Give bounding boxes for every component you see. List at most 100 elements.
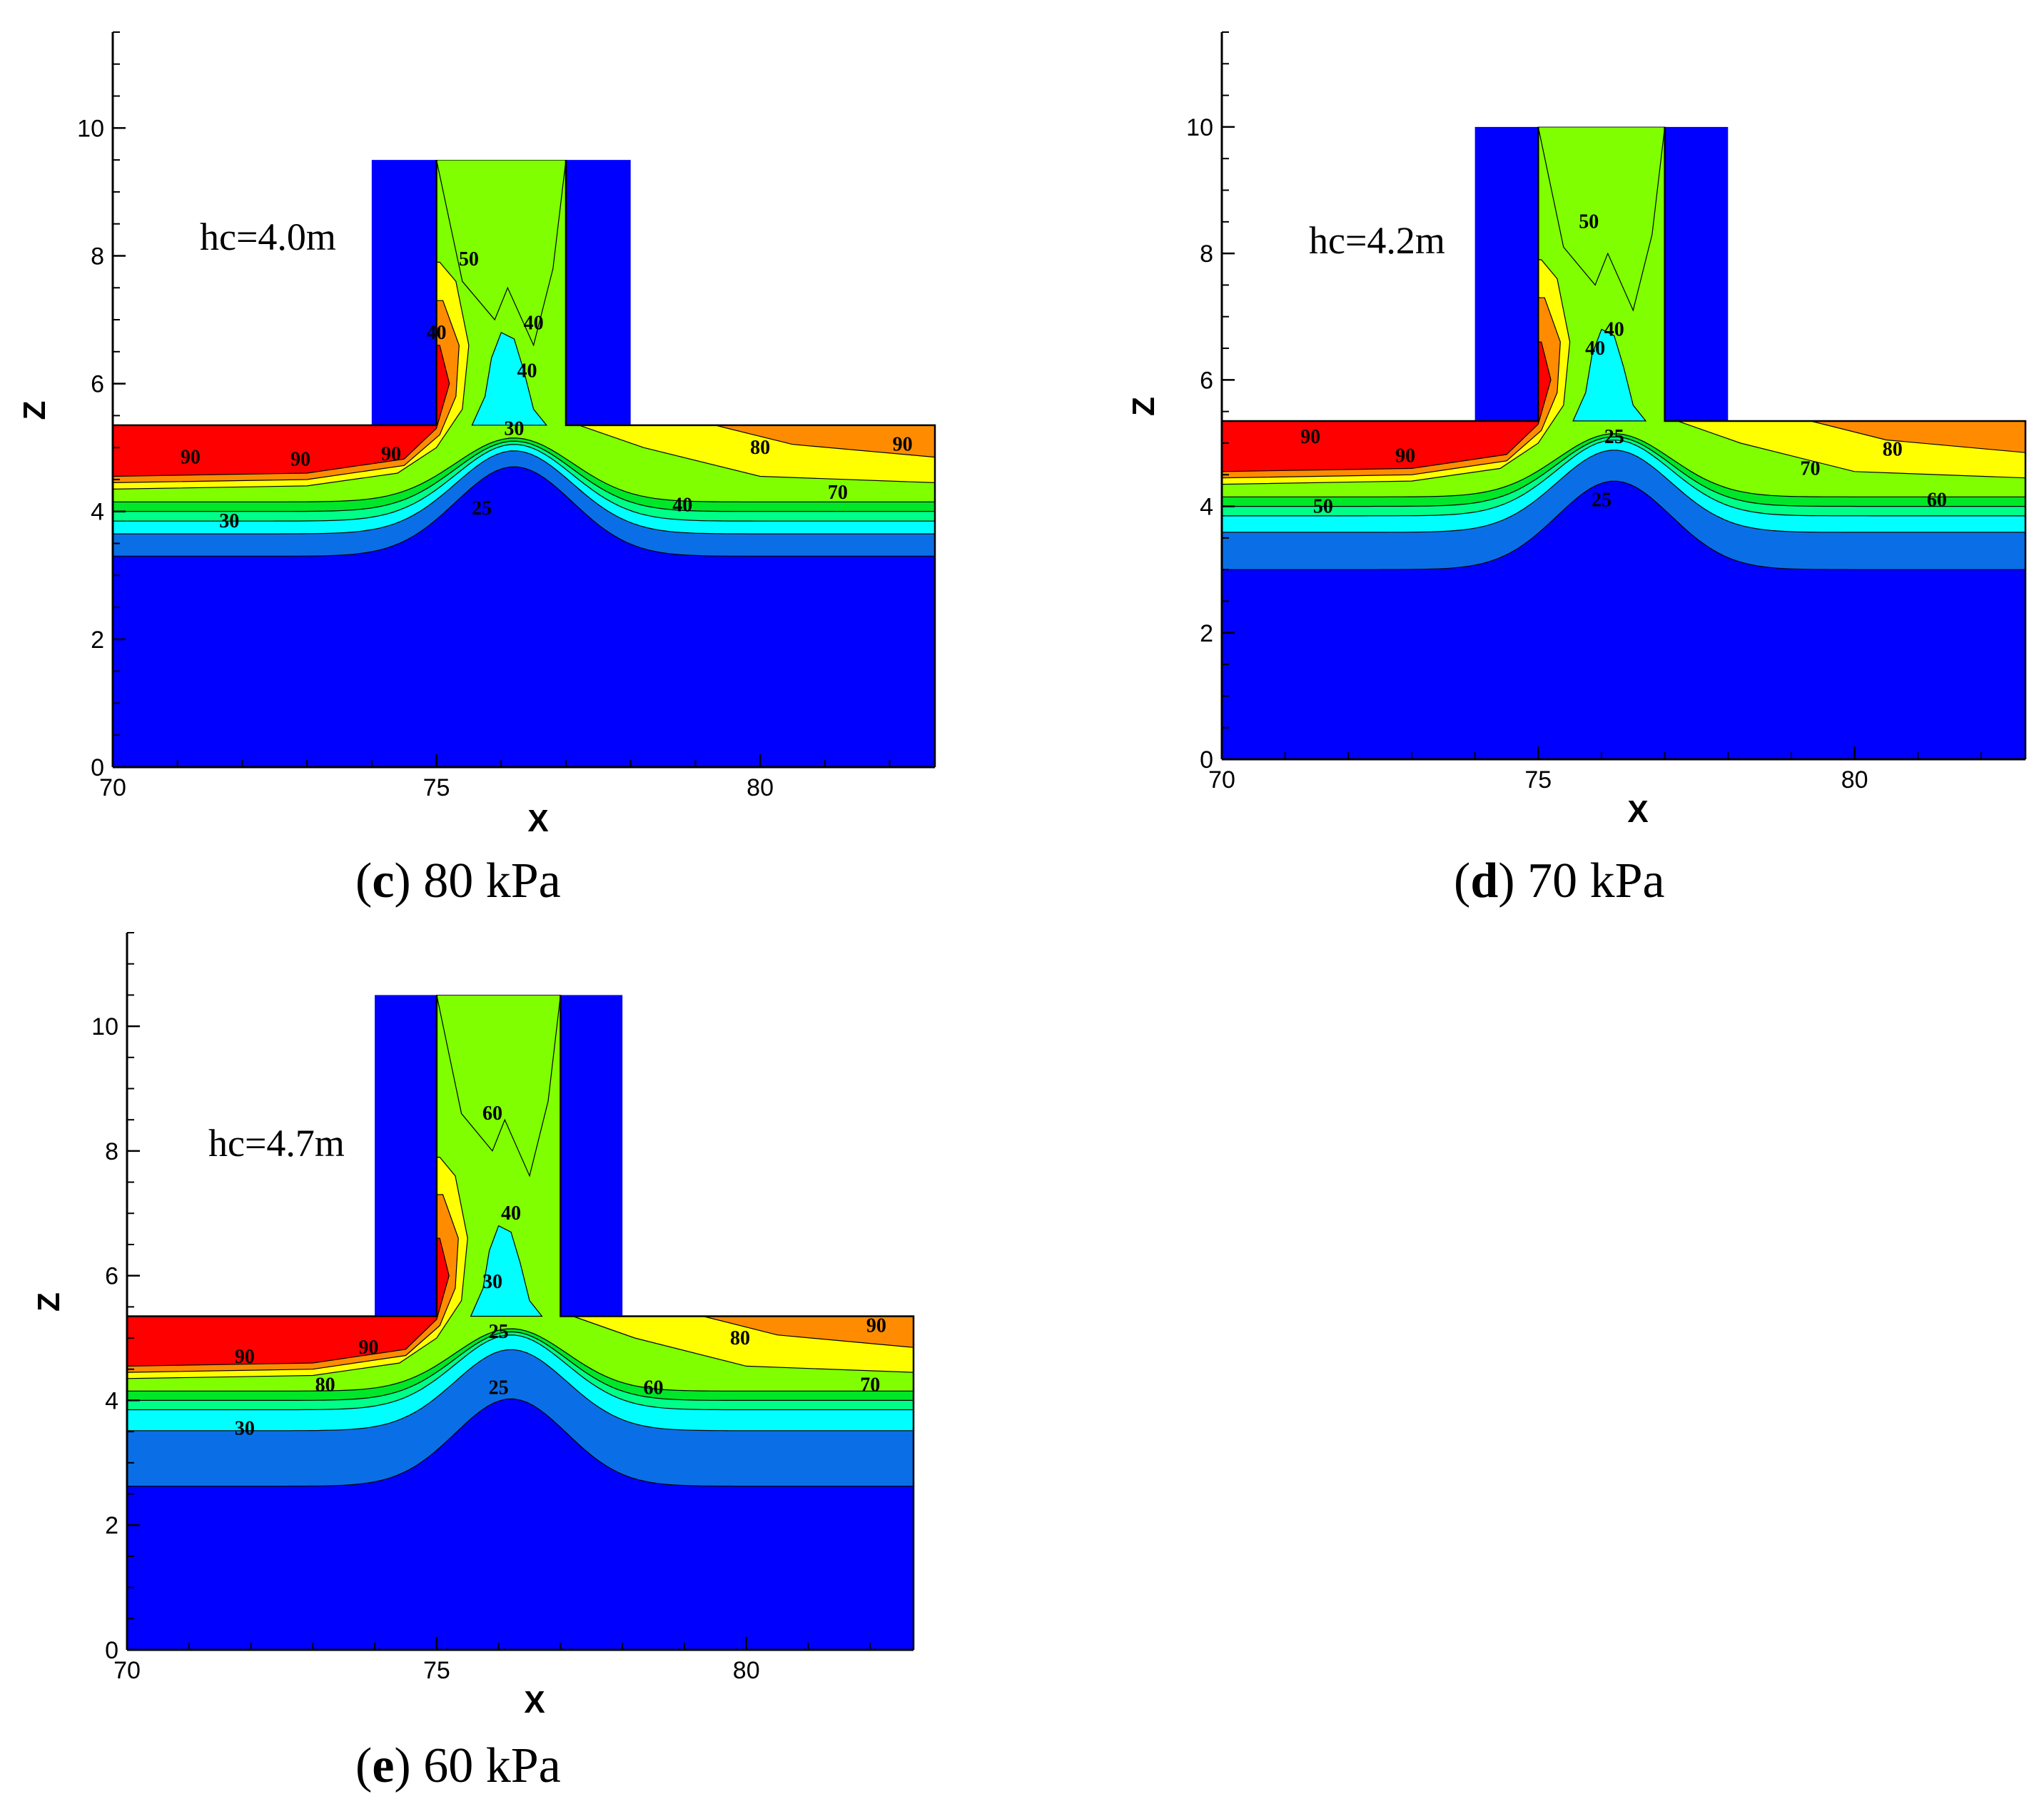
y-tick-label: 4 — [91, 499, 104, 526]
y-tick-label: 6 — [1200, 367, 1213, 394]
domain-outline — [127, 995, 915, 1650]
x-tick-label: 75 — [1524, 766, 1552, 794]
contour-label: 30 — [219, 510, 239, 532]
contour-field — [127, 995, 914, 1650]
y-tick-label: 10 — [91, 1013, 118, 1040]
contour-band-plume — [1537, 126, 1666, 312]
contour-label: 60 — [1927, 490, 1947, 512]
contour-label: 60 — [644, 1377, 664, 1399]
right-wall — [560, 995, 623, 1317]
x-axis-label: X — [1627, 794, 1648, 829]
y-axis-label: Z — [31, 1292, 66, 1312]
hc-annotation: hc=4.2m — [1309, 219, 1445, 262]
y-tick-label: 0 — [91, 754, 104, 781]
contour-label: 50 — [459, 248, 479, 270]
contour-label: 40 — [1585, 338, 1605, 360]
domain-outline — [1222, 126, 2027, 759]
y-axis-label: Z — [1126, 397, 1161, 416]
y-tick-label: 8 — [1200, 240, 1213, 268]
y-tick-label: 4 — [1200, 494, 1213, 521]
contour-plot-c: 70 75 80 0 2 4 6 8 10 X Zhc=4.0m 90 90 90 50 40 40 40 30 25… — [17, 31, 936, 838]
contour-label: 90 — [235, 1346, 255, 1368]
contour-label: 25 — [1604, 426, 1624, 448]
contour-band-plume — [436, 995, 562, 1177]
y-tick-label: 2 — [105, 1512, 118, 1539]
contour-label: 25 — [489, 1377, 509, 1399]
x-axis-label: X — [527, 804, 548, 838]
contour-label: 90 — [181, 447, 201, 469]
right-wall — [565, 160, 631, 425]
contour-label: 90 — [358, 1337, 378, 1359]
contour-label: 80 — [730, 1327, 750, 1349]
contour-label: 90 — [866, 1314, 886, 1337]
contour-label: 80 — [315, 1374, 335, 1396]
contour-label: 25 — [1592, 490, 1612, 512]
contour-label: 70 — [860, 1374, 880, 1396]
left-wall — [375, 995, 437, 1317]
x-tick-label: 70 — [99, 774, 126, 801]
contour-label: 90 — [290, 448, 310, 470]
y-axis-label: Z — [17, 401, 52, 420]
contour-label: 70 — [828, 482, 848, 504]
x-tick-label: 75 — [423, 1657, 450, 1684]
contour-label: 80 — [750, 437, 770, 459]
contour-label: 90 — [1395, 445, 1415, 467]
contour-label: 60 — [482, 1103, 502, 1125]
x-tick-label: 80 — [1841, 766, 1868, 794]
contour-label: 40 — [501, 1202, 521, 1225]
axes — [1220, 32, 2025, 761]
contour-band-jet — [1572, 328, 1647, 422]
contour-label: 90 — [1300, 426, 1320, 448]
contour-label: 50 — [1579, 211, 1599, 233]
contour-label: 40 — [524, 312, 544, 334]
contour-band-jet — [470, 1225, 543, 1317]
contour-label: 40 — [1604, 318, 1624, 340]
y-tick-label: 6 — [91, 371, 104, 398]
axes — [111, 32, 935, 769]
domain-outline — [113, 160, 936, 767]
hc-annotation: hc=4.7m — [208, 1122, 345, 1165]
left-wall — [371, 160, 437, 425]
contour-band-plume — [435, 160, 567, 347]
contour-label: 80 — [1883, 439, 1903, 461]
x-tick-label: 80 — [747, 774, 774, 801]
contour-label: 25 — [472, 497, 492, 520]
contour-band-jet — [471, 332, 547, 426]
contour-label: 90 — [893, 434, 913, 456]
caption-e: (e) 60 kPa — [355, 1738, 561, 1793]
x-tick-label: 70 — [1208, 766, 1235, 794]
contour-label: 40 — [672, 495, 692, 517]
contour-label: 40 — [427, 322, 447, 344]
y-tick-label: 6 — [105, 1263, 118, 1290]
contour-label: 40 — [517, 360, 537, 382]
y-tick-label: 2 — [91, 627, 104, 654]
axes — [126, 933, 914, 1651]
y-tick-label: 8 — [105, 1138, 118, 1165]
x-axis-label: X — [524, 1685, 545, 1720]
y-tick-label: 0 — [105, 1637, 118, 1664]
x-tick-label: 80 — [733, 1657, 760, 1684]
left-wall — [1474, 126, 1539, 421]
right-wall — [1664, 126, 1729, 421]
contour-label: 25 — [489, 1321, 509, 1343]
y-tick-label: 8 — [91, 243, 104, 270]
hc-annotation: hc=4.0m — [200, 216, 336, 258]
contour-label: 50 — [1313, 495, 1333, 517]
x-tick-label: 75 — [423, 774, 450, 801]
caption-c: (c) 80 kPa — [355, 853, 561, 908]
y-tick-label: 0 — [1200, 746, 1213, 774]
y-tick-label: 2 — [1200, 620, 1213, 647]
y-tick-label: 10 — [1186, 114, 1213, 141]
contour-label: 30 — [235, 1418, 255, 1440]
contour-label: 30 — [482, 1271, 502, 1293]
x-tick-label: 70 — [113, 1657, 141, 1684]
contour-plot-e: 70 75 80 0 2 4 6 8 10 X Zhc=4.7m 90 90 80 30 60 40 30 25 25… — [31, 932, 915, 1720]
contour-label: 70 — [1801, 457, 1821, 480]
contour-label: 30 — [504, 417, 524, 440]
y-tick-label: 10 — [77, 115, 104, 142]
y-tick-label: 4 — [105, 1387, 118, 1414]
